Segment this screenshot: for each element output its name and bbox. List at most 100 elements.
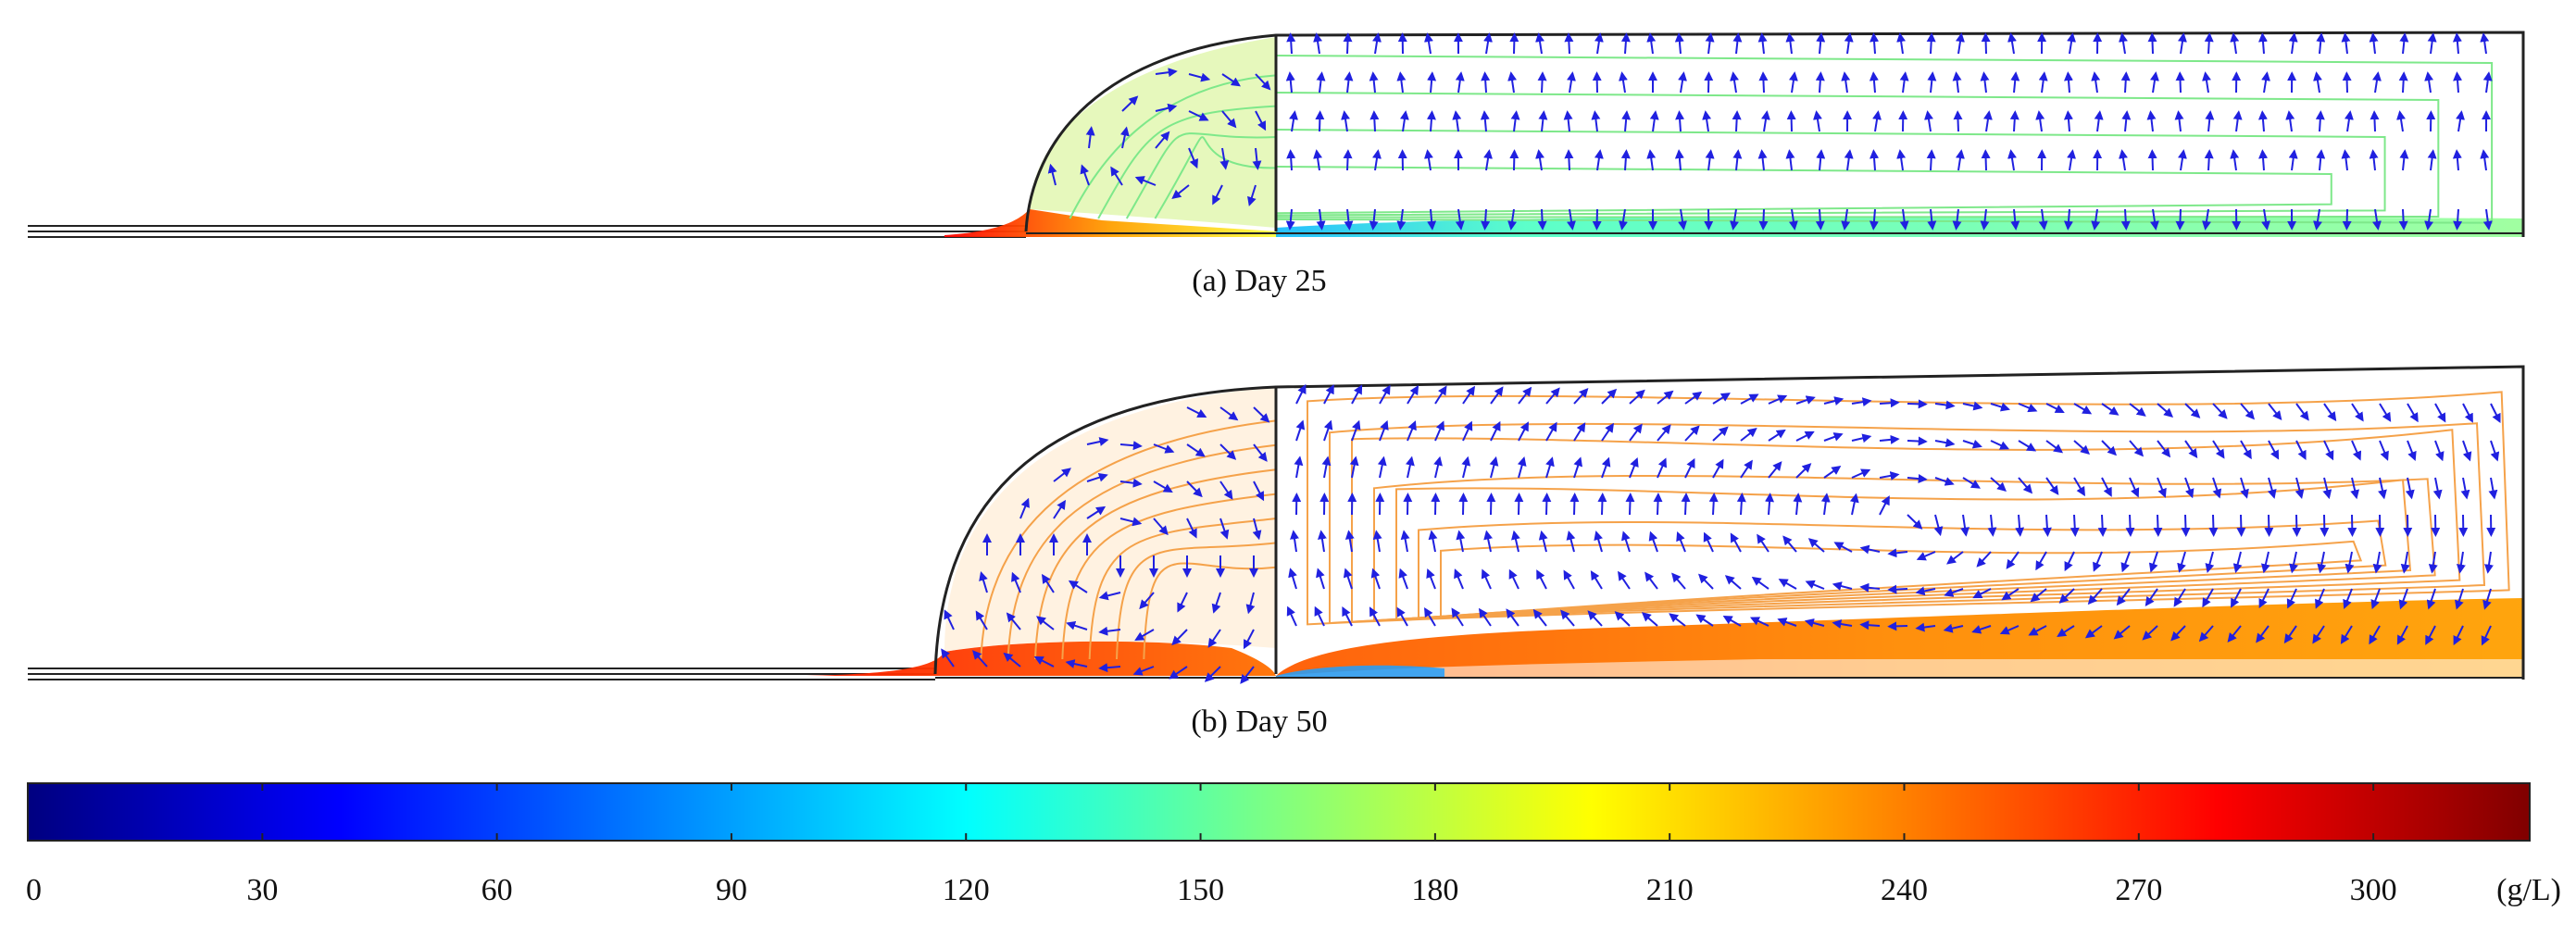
- velocity-vector: [1732, 149, 1743, 171]
- velocity-vector: [1451, 607, 1464, 627]
- velocity-vector: [1678, 208, 1687, 231]
- velocity-vector: [1153, 443, 1175, 454]
- velocity-vector: [1517, 456, 1527, 479]
- velocity-vector: [2120, 208, 2131, 231]
- velocity-vector: [2010, 71, 2020, 94]
- velocity-vector: [1815, 71, 1825, 94]
- velocity-vector: [1563, 569, 1575, 590]
- velocity-vector: [1003, 652, 1021, 668]
- velocity-vector: [2424, 208, 2434, 231]
- velocity-vector: [1832, 619, 1853, 629]
- velocity-vector: [1820, 493, 1831, 516]
- velocity-vector: [2018, 403, 2038, 413]
- velocity-vector: [1915, 586, 1936, 596]
- velocity-vector: [2129, 477, 2140, 498]
- velocity-vector: [1295, 419, 1306, 442]
- velocity-vector: [1204, 666, 1221, 682]
- velocity-vector: [1119, 126, 1130, 149]
- velocity-vector: [1751, 576, 1769, 590]
- velocity-vector: [1155, 131, 1170, 149]
- velocity-vector: [1712, 458, 1724, 479]
- colorbar-tick-label: 300: [2350, 873, 2397, 907]
- velocity-vector: [2453, 71, 2463, 94]
- velocity-vector: [1788, 71, 1798, 94]
- velocity-vector: [1461, 456, 1471, 479]
- colorbar-gradient: [27, 782, 2531, 842]
- velocity-vector: [2313, 208, 2322, 231]
- velocity-vector: [1899, 208, 1909, 231]
- velocity-vector: [1815, 208, 1825, 231]
- velocity-vector: [1255, 110, 1267, 131]
- velocity-vector: [2212, 440, 2225, 459]
- velocity-vector: [2379, 440, 2389, 461]
- colorbar-tick-label: 90: [716, 873, 747, 907]
- velocity-vector: [2045, 440, 2064, 454]
- velocity-vector: [1899, 71, 1909, 94]
- velocity-vector: [1879, 434, 1900, 444]
- velocity-vector: [2208, 514, 2219, 537]
- velocity-vector: [1155, 68, 1178, 78]
- velocity-vector: [1785, 149, 1795, 171]
- velocity-vector: [1758, 71, 1769, 94]
- velocity-vector: [2009, 110, 2020, 132]
- velocity-vector: [1859, 620, 1881, 630]
- velocity-vector: [2018, 440, 2037, 452]
- velocity-vector: [1221, 73, 1241, 87]
- velocity-vector: [2317, 551, 2327, 574]
- velocity-vector: [1119, 517, 1143, 527]
- velocity-vector: [1934, 477, 1955, 486]
- velocity-vector: [1777, 618, 1797, 627]
- velocity-vector: [1646, 32, 1657, 55]
- velocity-vector: [1669, 613, 1686, 627]
- well-line: [28, 668, 935, 680]
- velocity-vector: [1370, 568, 1381, 590]
- velocity-vector: [2178, 32, 2187, 55]
- velocity-vector: [2286, 588, 2297, 609]
- velocity-vector: [1795, 395, 1816, 405]
- velocity-vector: [2378, 477, 2387, 500]
- velocity-vector: [1813, 110, 1822, 132]
- velocity-vector: [1629, 456, 1639, 479]
- velocity-vector: [1372, 149, 1382, 171]
- contour-line: [1275, 55, 2494, 224]
- velocity-vector: [1708, 493, 1719, 516]
- velocity-vector: [1671, 572, 1686, 590]
- velocity-vector: [2010, 208, 2020, 231]
- velocity-vector: [1618, 570, 1631, 590]
- velocity-vector: [1896, 149, 1907, 171]
- velocity-vector: [2198, 625, 2214, 643]
- velocity-vector: [1705, 32, 1715, 55]
- velocity-vector: [1567, 71, 1576, 94]
- velocity-vector: [1887, 621, 1908, 631]
- velocity-vector: [1601, 388, 1618, 405]
- velocity-vector: [2261, 208, 2270, 231]
- velocity-vector: [1674, 32, 1684, 55]
- velocity-vector: [2084, 625, 2103, 639]
- velocity-vector: [1252, 518, 1262, 541]
- velocity-vector: [1590, 570, 1603, 590]
- velocity-vector: [1313, 32, 1322, 55]
- velocity-vector: [1139, 592, 1155, 610]
- colorbar-unit-label: (g/L): [2496, 873, 2561, 907]
- colorbar-tick-label: 150: [1177, 873, 1224, 907]
- velocity-vector: [1542, 493, 1552, 516]
- velocity-vector: [1343, 32, 1353, 55]
- velocity-vector: [1816, 32, 1826, 55]
- velocity-vector: [1483, 149, 1493, 171]
- velocity-vector: [1916, 551, 1936, 561]
- velocity-vector: [1573, 422, 1586, 442]
- velocity-vector: [2267, 477, 2277, 499]
- velocity-vector: [1620, 32, 1631, 55]
- velocity-vector: [1785, 32, 1795, 55]
- contour-line: [1154, 136, 1277, 219]
- velocity-vector: [1240, 666, 1255, 684]
- velocity-vector: [1569, 493, 1580, 516]
- velocity-vector: [1186, 443, 1206, 457]
- velocity-vector: [2323, 403, 2337, 422]
- velocity-vector: [1536, 569, 1547, 590]
- velocity-vector: [1134, 629, 1155, 641]
- velocity-vector: [1684, 425, 1700, 442]
- velocity-vector: [2488, 477, 2498, 500]
- velocity-vector: [1981, 32, 1991, 55]
- velocity-vector: [2312, 625, 2325, 644]
